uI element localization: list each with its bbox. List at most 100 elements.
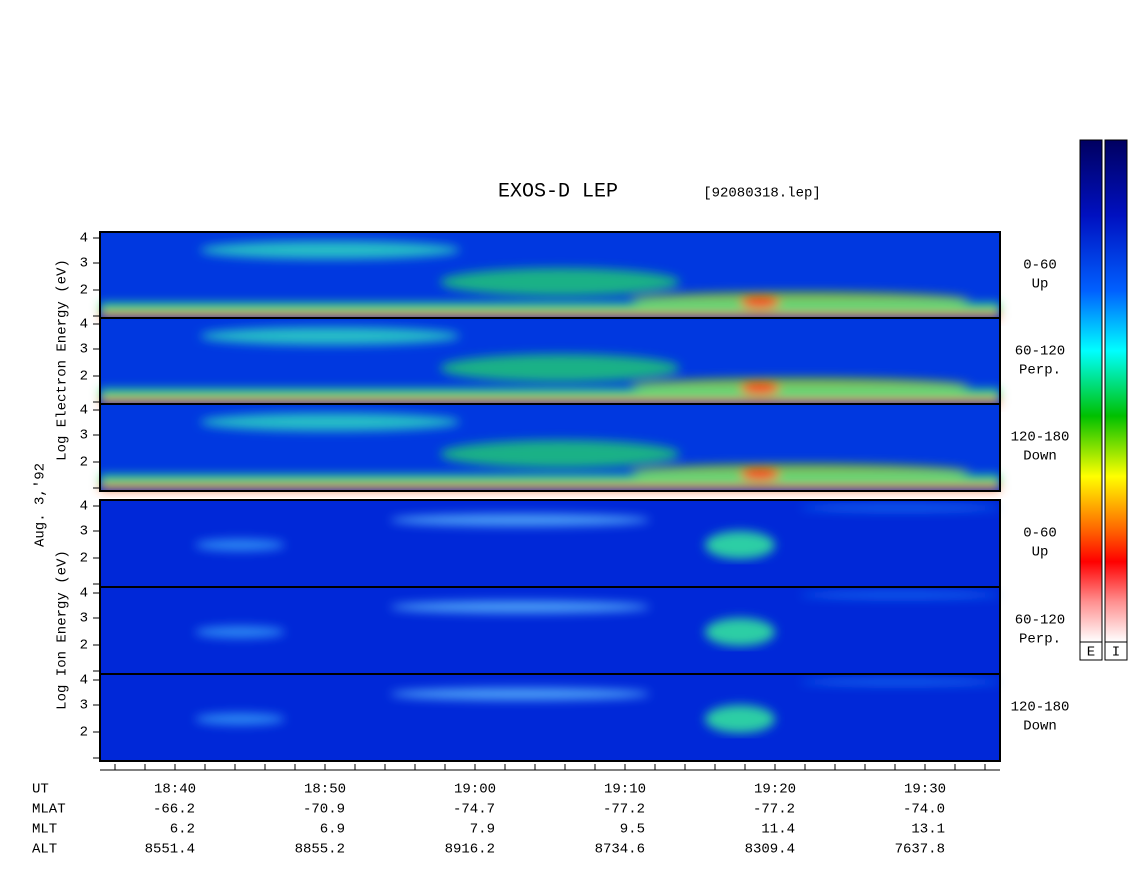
colorbar bbox=[1079, 139, 1103, 643]
feature bbox=[800, 592, 1000, 598]
feature bbox=[195, 713, 285, 725]
ephemeris-value: 8309.4 bbox=[745, 842, 795, 858]
feature bbox=[390, 688, 650, 700]
ephemeris-value: 11.4 bbox=[761, 822, 795, 838]
feature bbox=[740, 296, 780, 308]
feature bbox=[100, 485, 1000, 490]
y-tick-label: 2 bbox=[80, 455, 88, 471]
time-label: 18:50 bbox=[304, 782, 346, 798]
colorbar-label: I bbox=[1112, 645, 1120, 661]
feature bbox=[100, 399, 1000, 404]
feature bbox=[100, 475, 1000, 485]
ephemeris-value: 6.9 bbox=[320, 822, 345, 838]
feature bbox=[740, 382, 780, 394]
time-label: 19:00 bbox=[454, 782, 496, 798]
y-tick-label: 3 bbox=[80, 342, 88, 358]
y-tick-label: 4 bbox=[80, 586, 88, 602]
axis-label: Log Ion Energy (eV) bbox=[55, 550, 71, 710]
y-tick-label: 4 bbox=[80, 317, 88, 333]
spectrogram-features bbox=[195, 592, 1000, 646]
time-label: 18:40 bbox=[154, 782, 196, 798]
ephemeris-value: -66.2 bbox=[153, 802, 195, 818]
ephemeris-value: 13.1 bbox=[911, 822, 945, 838]
ephemeris-value: -74.0 bbox=[903, 802, 945, 818]
spectrogram-features bbox=[100, 327, 1000, 404]
spectrogram-features bbox=[195, 679, 1000, 733]
pitch-angle: 120-180 bbox=[1011, 430, 1070, 446]
pitch-angle: 60-120 bbox=[1015, 344, 1065, 360]
pitch-angle: 0-60 bbox=[1023, 526, 1057, 542]
feature bbox=[440, 268, 680, 296]
colorbar-label-box bbox=[1104, 641, 1128, 661]
pitch-direction: Down bbox=[1023, 719, 1057, 735]
title: EXOS-D LEP bbox=[498, 180, 618, 203]
pitch-direction: Perp. bbox=[1019, 632, 1061, 648]
y-tick-label: 2 bbox=[80, 369, 88, 385]
y-tick-label: 2 bbox=[80, 551, 88, 567]
ephemeris-value: 9.5 bbox=[620, 822, 645, 838]
feature bbox=[705, 531, 775, 559]
ephemeris-name: MLAT bbox=[32, 802, 66, 818]
y-tick-label: 2 bbox=[80, 725, 88, 741]
spectrogram-features bbox=[100, 413, 1000, 490]
feature bbox=[195, 626, 285, 638]
ephemeris-value: 7637.8 bbox=[895, 842, 945, 858]
y-tick-label: 4 bbox=[80, 231, 88, 247]
ephemeris-value: 6.2 bbox=[170, 822, 195, 838]
y-tick-label: 3 bbox=[80, 611, 88, 627]
y-tick-label: 4 bbox=[80, 403, 88, 419]
time-label: 19:20 bbox=[754, 782, 796, 798]
ephemeris-value: 8551.4 bbox=[145, 842, 195, 858]
pitch-direction: Perp. bbox=[1019, 363, 1061, 379]
spectrogram-features bbox=[100, 241, 1000, 318]
spectrogram-features bbox=[195, 505, 1000, 559]
y-tick-label: 3 bbox=[80, 428, 88, 444]
time-label: 19:30 bbox=[904, 782, 946, 798]
feature bbox=[200, 327, 460, 345]
ephemeris-value: 8855.2 bbox=[295, 842, 345, 858]
colorbar-label: E bbox=[1087, 645, 1095, 661]
feature bbox=[100, 313, 1000, 318]
ephemeris-value: 8734.6 bbox=[595, 842, 645, 858]
feature bbox=[390, 514, 650, 526]
pitch-angle: 60-120 bbox=[1015, 613, 1065, 629]
ephemeris-name: ALT bbox=[32, 842, 57, 858]
feature bbox=[195, 539, 285, 551]
y-tick-label: 4 bbox=[80, 673, 88, 689]
axis-label: Log Electron Energy (eV) bbox=[55, 259, 71, 461]
panel-frame bbox=[99, 403, 1001, 492]
ephemeris-value: 7.9 bbox=[470, 822, 495, 838]
colorbar-label-box bbox=[1079, 641, 1103, 661]
ephemeris-value: -74.7 bbox=[453, 802, 495, 818]
y-tick-label: 2 bbox=[80, 638, 88, 654]
file-name: [92080318.lep] bbox=[703, 186, 821, 202]
ephemeris-value: -77.2 bbox=[753, 802, 795, 818]
feature bbox=[200, 241, 460, 259]
feature bbox=[705, 618, 775, 646]
ephemeris-value: -77.2 bbox=[603, 802, 645, 818]
feature bbox=[100, 303, 1000, 313]
panel-frame bbox=[99, 673, 1001, 762]
pitch-direction: Up bbox=[1032, 545, 1049, 561]
colorbar bbox=[1104, 139, 1128, 643]
ephemeris-name: MLT bbox=[32, 822, 57, 838]
feature bbox=[100, 389, 1000, 399]
feature bbox=[200, 413, 460, 431]
pitch-angle: 0-60 bbox=[1023, 258, 1057, 274]
y-tick-label: 3 bbox=[80, 698, 88, 714]
y-tick-label: 3 bbox=[80, 256, 88, 272]
feature bbox=[800, 505, 1000, 511]
feature bbox=[440, 440, 680, 468]
feature bbox=[440, 354, 680, 382]
y-tick-label: 3 bbox=[80, 524, 88, 540]
axis-label: Aug. 3,'92 bbox=[33, 463, 49, 547]
feature bbox=[390, 601, 650, 613]
ephemeris-value: -70.9 bbox=[303, 802, 345, 818]
y-tick-label: 2 bbox=[80, 283, 88, 299]
feature bbox=[705, 705, 775, 733]
y-tick-label: 4 bbox=[80, 499, 88, 515]
ephemeris-name: UT bbox=[32, 782, 49, 798]
pitch-direction: Down bbox=[1023, 449, 1057, 465]
